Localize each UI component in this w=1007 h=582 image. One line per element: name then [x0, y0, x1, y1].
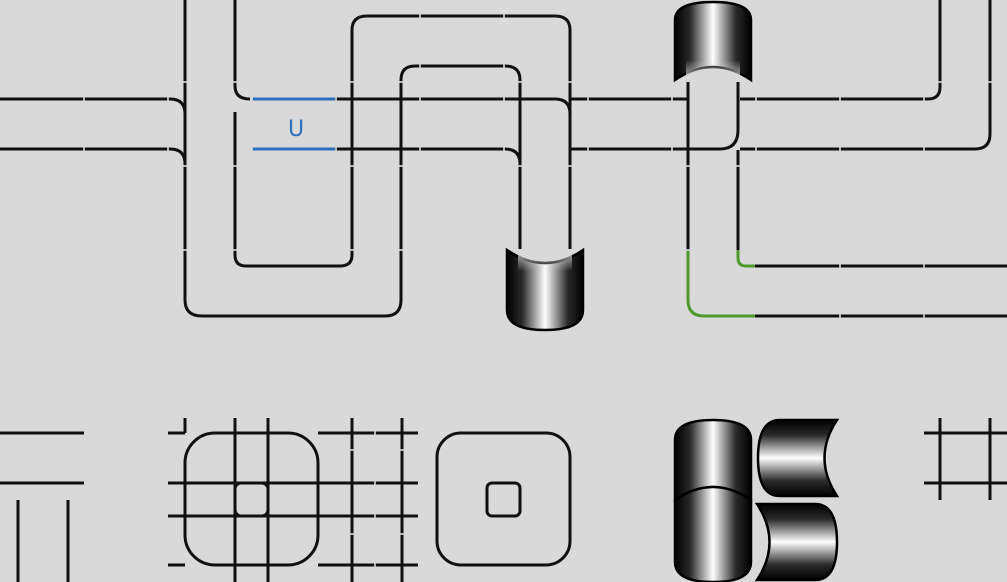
tunnel-portal-bottom[interactable] [505, 247, 585, 332]
track-horizontal-left-top[interactable] [0, 97, 187, 115]
palette-piece-straight-track-pair[interactable] [0, 431, 84, 582]
track-vertical-left-a[interactable] [183, 0, 522, 318]
highlight-curve-inner[interactable] [736, 250, 755, 268]
tile-seams [83, 13, 993, 319]
track-horizontal-left-bottom[interactable] [0, 147, 187, 165]
track-loop-inner[interactable] [233, 14, 572, 268]
palette-piece-crossing-grid-tile[interactable] [318, 418, 418, 582]
highlight-curve-outer[interactable] [686, 250, 755, 318]
palette-piece-crossing-loop-tile[interactable] [168, 418, 335, 582]
palette-piece-square-loop-tile[interactable] [435, 431, 572, 567]
palette-piece-cylinder-tunnel-stack[interactable] [673, 418, 840, 582]
track-upper-right-a[interactable] [740, 0, 942, 101]
tunnel-portal-top[interactable] [673, 0, 753, 83]
segment-marker-label: U [288, 117, 304, 142]
track-right-bottom-link[interactable] [570, 82, 740, 151]
track-mid-top[interactable] [335, 97, 572, 115]
track-mid-bottom[interactable] [335, 147, 522, 165]
track-upper-right-b[interactable] [740, 0, 992, 151]
palette-piece-small-crossing-tile[interactable] [924, 418, 1007, 500]
track-vertical-left-b[interactable] [233, 0, 251, 101]
